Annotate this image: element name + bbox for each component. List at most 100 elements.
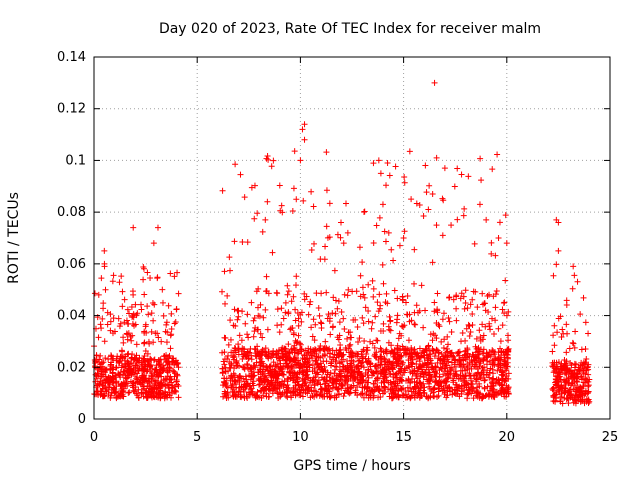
data-point [373,337,380,344]
data-point [505,375,512,382]
data-point [401,179,408,186]
data-point [438,338,445,345]
data-point [557,313,564,320]
data-point [502,358,509,365]
data-point [477,155,484,162]
data-point [566,345,573,352]
data-point [462,300,469,307]
data-point [501,389,508,396]
data-point [565,395,572,402]
data-point [461,375,468,382]
data-point [235,313,242,320]
data-point [432,364,439,371]
data-point [325,382,332,389]
data-point [150,240,157,247]
data-point [311,350,318,357]
data-point [499,384,506,391]
data-point [266,387,273,394]
data-point [277,366,284,373]
data-point [263,390,270,397]
data-point [143,394,150,401]
data-point [132,362,139,369]
data-point [554,329,561,336]
data-point [333,384,340,391]
data-point [410,349,417,356]
data-point [426,182,433,189]
data-point [233,357,240,364]
data-point [487,365,494,372]
data-point [397,385,404,392]
data-point [431,353,438,360]
data-point [315,364,322,371]
data-point [305,345,312,352]
data-point [254,210,261,217]
data-point [120,371,127,378]
data-point [438,366,445,373]
data-point [283,351,290,358]
data-point [278,305,285,312]
data-point [365,308,372,315]
data-point [487,326,494,333]
data-point [578,346,585,353]
data-point [553,391,560,398]
data-point [354,363,361,370]
data-point [425,206,432,213]
data-point [290,293,297,300]
data-point [357,372,364,379]
data-point [334,376,341,383]
data-point [403,391,410,398]
data-point [118,364,125,371]
data-point [242,320,249,327]
data-point [457,295,464,302]
data-point [445,314,452,321]
data-point [278,321,285,328]
x-tick-label: 20 [499,430,516,445]
data-point [465,173,472,180]
data-point [166,352,173,359]
data-point [248,368,255,375]
data-point [458,388,465,395]
data-point [411,346,418,353]
data-point [164,392,171,399]
data-point [429,337,436,344]
data-point [451,183,458,190]
data-point [476,201,483,208]
data-point [283,360,290,367]
data-point [584,397,591,404]
y-tick-label: 0.14 [57,50,86,65]
data-point [131,371,138,378]
data-point [309,355,316,362]
data-point [129,288,136,295]
data-point [440,310,447,317]
data-point [104,309,111,316]
data-point [573,385,580,392]
data-point [414,382,421,389]
y-tick-label: 0.1 [65,153,86,168]
data-point [371,380,378,387]
chart-title: Day 020 of 2023, Rate Of TEC Index for r… [159,21,541,37]
data-point [313,391,320,398]
data-point [122,353,129,360]
data-point [318,385,325,392]
data-point [463,325,470,332]
data-point [225,341,232,348]
data-point [489,347,496,354]
data-point [453,305,460,312]
data-point [385,229,392,236]
data-point [329,347,336,354]
data-point [264,364,271,371]
data-point [163,376,170,383]
data-point [262,385,269,392]
data-point [374,299,381,306]
data-point [323,149,330,156]
data-point [250,317,257,324]
data-point [476,383,483,390]
data-point [241,194,248,201]
data-point [121,296,128,303]
data-point [91,290,98,297]
data-point [325,383,332,390]
data-point [342,200,349,207]
data-point [354,392,361,399]
data-point [301,136,308,143]
data-point [305,384,312,391]
